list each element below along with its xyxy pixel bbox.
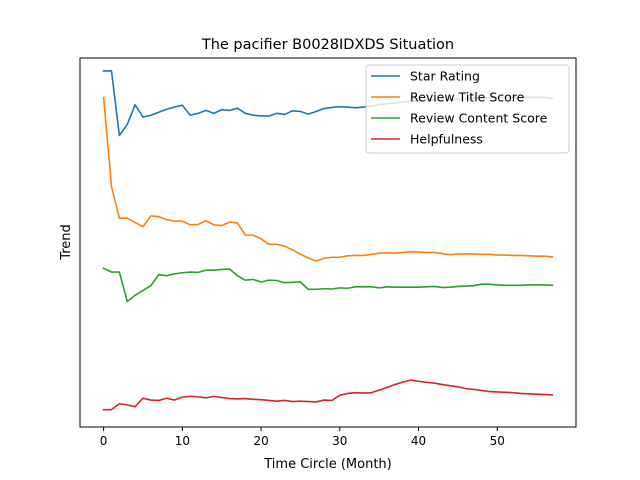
series-line-3 (102, 379, 554, 411)
x-tick-label: 20 (253, 434, 268, 448)
legend-label-0: Star Rating (410, 69, 480, 84)
series-line-2 (102, 267, 554, 303)
x-tick-label: 40 (411, 434, 426, 448)
legend-label-2: Review Content Score (410, 111, 548, 126)
legend: Star Rating Review Title Score Review Cont… (365, 64, 570, 154)
x-axis: 0 10 20 30 40 50 (100, 427, 505, 448)
axes-frame (79, 57, 577, 428)
legend-label-3: Helpfulness (410, 132, 483, 147)
x-tick-label: 50 (490, 434, 505, 448)
series-line-1 (102, 96, 554, 262)
x-tick-label: 0 (100, 434, 108, 448)
chart-title: The pacifier B0028IDXDS Situation (201, 37, 454, 53)
y-axis-label: Trend (59, 224, 74, 261)
legend-label-1: Review Title Score (410, 90, 525, 105)
legend-box (365, 64, 570, 154)
x-axis-label: Time Circle (Month) (263, 457, 391, 472)
x-tick-label: 30 (332, 434, 347, 448)
x-tick-label: 10 (175, 434, 190, 448)
